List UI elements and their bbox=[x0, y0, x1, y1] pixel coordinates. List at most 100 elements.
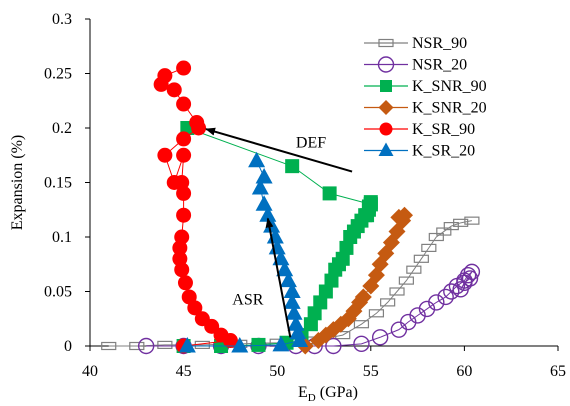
data-point bbox=[172, 251, 188, 267]
legend-label: K_SNR_20 bbox=[412, 100, 487, 117]
data-point bbox=[251, 337, 266, 352]
legend-label: NSR_20 bbox=[412, 57, 467, 74]
legend-marker bbox=[380, 80, 392, 92]
x-tick-label: 45 bbox=[176, 363, 192, 380]
data-point bbox=[453, 218, 469, 227]
legend-item: K_SR_90 bbox=[364, 121, 475, 138]
legend-marker bbox=[379, 122, 393, 136]
data-point bbox=[464, 216, 480, 225]
data-point bbox=[157, 147, 173, 163]
data-point bbox=[418, 300, 436, 318]
data-point bbox=[463, 263, 481, 281]
data-point bbox=[251, 178, 269, 195]
y-tick-label: 0.2 bbox=[52, 120, 72, 137]
legend-label: K_SR_90 bbox=[412, 121, 475, 138]
data-point bbox=[353, 335, 370, 353]
data-point bbox=[248, 151, 266, 168]
data-point bbox=[194, 311, 210, 327]
data-point bbox=[322, 186, 337, 201]
data-point bbox=[428, 294, 445, 311]
legend-item: NSR_20 bbox=[364, 56, 467, 74]
series-k-sr-90 bbox=[153, 60, 238, 354]
x-tick-label: 40 bbox=[82, 363, 98, 380]
data-point bbox=[289, 323, 307, 340]
data-point bbox=[303, 317, 318, 332]
data-point bbox=[176, 147, 192, 163]
x-tick-label: 65 bbox=[550, 363, 566, 380]
data-point bbox=[437, 288, 454, 306]
data-point bbox=[283, 282, 301, 298]
data-point bbox=[318, 284, 333, 299]
x-axis-label-unit: (GPa) bbox=[316, 384, 358, 401]
data-point bbox=[368, 309, 385, 318]
data-point bbox=[189, 115, 205, 131]
legend-item: NSR_90 bbox=[364, 35, 467, 52]
data-point bbox=[380, 298, 396, 307]
y-tick-label: 0.3 bbox=[52, 11, 72, 28]
data-point bbox=[389, 287, 405, 296]
data-point bbox=[231, 337, 249, 353]
legend: NSR_90 NSR_20 K_SNR_90 K_SNR_20 K_SR_90 K_SR_… bbox=[364, 35, 487, 160]
x-axis-label-main: E bbox=[298, 384, 308, 401]
legend-item: K_SNR_20 bbox=[364, 100, 487, 117]
data-point bbox=[181, 289, 197, 305]
data-point bbox=[272, 335, 290, 352]
data-point bbox=[400, 313, 417, 331]
x-axis-label: ED (GPa) bbox=[298, 384, 358, 401]
y-tick-label: 0.05 bbox=[44, 284, 72, 301]
data-point bbox=[285, 304, 303, 320]
x-tick-label: 55 bbox=[363, 363, 379, 380]
y-tick-label: 0.15 bbox=[44, 175, 72, 192]
data-point bbox=[176, 131, 192, 147]
annotation-arrow bbox=[265, 217, 292, 338]
series-k-snr-20 bbox=[296, 206, 413, 355]
data-point bbox=[398, 276, 414, 285]
data-point bbox=[177, 275, 193, 291]
data-point bbox=[459, 266, 477, 284]
annotations: DEF ASR bbox=[205, 127, 353, 338]
legend-label: NSR_90 bbox=[412, 35, 467, 52]
axes: 0 0.05 0.1 0.15 0.2 0.25 0.3 40 45 50 55 60 65 Expans… bbox=[9, 11, 566, 404]
annotation-arrow bbox=[205, 127, 353, 173]
data-point bbox=[456, 274, 473, 291]
data-point bbox=[324, 273, 339, 288]
x-axis-label-subscript: D bbox=[308, 392, 316, 401]
data-point bbox=[255, 195, 273, 211]
legend-label: K_SNR_90 bbox=[412, 78, 487, 95]
data-point bbox=[166, 82, 182, 98]
data-point bbox=[461, 270, 479, 287]
x-tick-label: 60 bbox=[456, 363, 472, 380]
data-point bbox=[363, 197, 378, 212]
data-point bbox=[101, 341, 117, 351]
data-point bbox=[176, 207, 192, 223]
data-point bbox=[178, 337, 196, 353]
y-tick-label: 0 bbox=[64, 338, 72, 355]
legend-marker bbox=[378, 142, 394, 156]
data-point bbox=[285, 159, 300, 174]
data-point bbox=[313, 295, 328, 310]
data-point bbox=[137, 337, 155, 355]
data-point bbox=[176, 60, 192, 76]
legend-label: K_SR_20 bbox=[412, 143, 475, 160]
data-point bbox=[174, 229, 190, 245]
data-point bbox=[129, 341, 145, 351]
y-axis-label: Expansion (%) bbox=[9, 135, 26, 231]
series-k-sr-20 bbox=[178, 151, 309, 353]
y-tick-label: 0.1 bbox=[52, 229, 72, 246]
data-point bbox=[157, 340, 173, 350]
data-point bbox=[353, 320, 370, 329]
data-point bbox=[421, 243, 437, 252]
data-point bbox=[325, 337, 342, 355]
data-point bbox=[413, 254, 429, 263]
data-point bbox=[157, 68, 173, 84]
legend-item: K_SR_20 bbox=[364, 142, 475, 160]
data-point bbox=[335, 251, 350, 266]
x-tick-label: 50 bbox=[269, 363, 285, 380]
annotation-label: ASR bbox=[232, 292, 263, 309]
data-point bbox=[409, 307, 426, 324]
data-point bbox=[307, 306, 322, 321]
data-series bbox=[101, 60, 481, 355]
data-point bbox=[166, 175, 182, 190]
